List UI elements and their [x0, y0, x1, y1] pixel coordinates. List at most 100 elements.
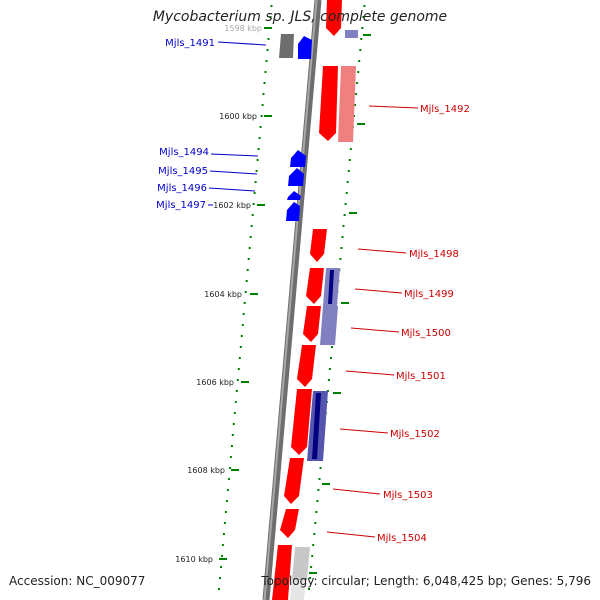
- minor-tick: [236, 379, 239, 381]
- minor-tick: [242, 313, 245, 315]
- minor-tick: [331, 346, 333, 348]
- minor-tick: [218, 588, 220, 590]
- minor-tick: [224, 511, 227, 513]
- minor-tick: [267, 38, 270, 40]
- minor-tick: [308, 588, 310, 590]
- minor-tick: [359, 49, 362, 51]
- minor-tick: [341, 236, 344, 238]
- minor-tick: [239, 346, 242, 348]
- gene-label[interactable]: Mjls_1502: [339, 428, 440, 440]
- minor-tick: [315, 511, 318, 513]
- minor-tick: [261, 104, 264, 106]
- gene-feature[interactable]: [328, 270, 334, 304]
- minor-tick: [232, 423, 235, 425]
- gene-feature[interactable]: [286, 202, 300, 221]
- minor-tick: [328, 368, 331, 370]
- minor-tick: [240, 335, 243, 337]
- gene-label[interactable]: Mjls_1497: [156, 200, 213, 211]
- gene-label-text: Mjls_1497: [156, 200, 206, 211]
- gene-feature[interactable]: [287, 191, 301, 200]
- minor-tick: [243, 302, 246, 304]
- gene-feature[interactable]: [290, 150, 306, 167]
- gene-feature[interactable]: [290, 580, 306, 600]
- minor-tick: [363, 5, 366, 7]
- gene-feature[interactable]: [310, 229, 327, 262]
- tick-label: 1610 kbp: [175, 555, 213, 564]
- minor-tick: [360, 38, 363, 40]
- minor-tick: [354, 104, 356, 106]
- minor-tick: [269, 16, 272, 18]
- gene-label[interactable]: Mjls_1501: [345, 370, 446, 382]
- minor-tick: [362, 16, 365, 18]
- gene-label-text: Mjls_1503: [383, 490, 433, 501]
- gene-label-text: Mjls_1500: [401, 328, 451, 339]
- gene-label[interactable]: Mjls_1492: [368, 104, 470, 115]
- minor-tick: [317, 489, 320, 491]
- minor-tick: [318, 478, 321, 480]
- gene-feature[interactable]: [306, 268, 324, 304]
- minor-tick: [255, 170, 258, 172]
- gene-label[interactable]: Mjls_1494: [159, 147, 259, 158]
- gene-label[interactable]: Mjls_1495: [158, 166, 258, 177]
- minor-tick: [345, 192, 348, 194]
- tick-mark: 1610 kbp: [175, 555, 317, 574]
- minor-tick: [339, 258, 342, 260]
- minor-tick: [348, 159, 351, 161]
- genome-backbone: [262, 0, 322, 600]
- gene-feature[interactable]: [312, 393, 321, 459]
- minor-tick: [241, 324, 244, 326]
- minor-tick: [233, 412, 236, 414]
- gene-feature[interactable]: [345, 30, 358, 38]
- minor-tick: [311, 555, 314, 557]
- tick-track: 1598 kbp 1600 kbp 1602 kbp 1604 kbp 1606: [175, 24, 371, 574]
- minor-tick: [356, 82, 359, 84]
- gene-label-text: Mjls_1499: [404, 289, 454, 300]
- gene-label[interactable]: Mjls_1498: [357, 248, 459, 260]
- gene-feature[interactable]: [272, 545, 292, 600]
- gene-feature[interactable]: [338, 66, 356, 142]
- gene-feature[interactable]: [319, 66, 338, 141]
- gene-feature[interactable]: [303, 306, 321, 342]
- minor-tick: [238, 357, 241, 359]
- minor-tick: [316, 500, 319, 502]
- minor-tick: [249, 236, 252, 238]
- gene-label-text: Mjls_1498: [409, 249, 459, 260]
- minor-tick: [270, 5, 273, 7]
- gene-feature[interactable]: [298, 36, 312, 59]
- tick-label: 1604 kbp: [204, 290, 242, 299]
- gene-feature[interactable]: [297, 345, 316, 387]
- gene-label[interactable]: Mjls_1504: [326, 531, 427, 544]
- minor-tick: [260, 115, 263, 117]
- minor-tick: [221, 544, 224, 546]
- gene-feature[interactable]: [279, 34, 294, 58]
- gene-feature[interactable]: [291, 389, 312, 455]
- gene-feature[interactable]: [320, 306, 338, 345]
- gene-label[interactable]: Mjls_1499: [354, 288, 454, 300]
- minor-tick: [237, 368, 240, 370]
- tick-label: 1606 kbp: [196, 378, 234, 387]
- gene-label[interactable]: Mjls_1503: [332, 488, 433, 501]
- minor-tick: [223, 522, 226, 524]
- gene-label[interactable]: Mjls_1500: [350, 327, 451, 339]
- minor-tick: [251, 214, 254, 216]
- gene-label[interactable]: Mjls_1496: [157, 183, 256, 194]
- gene-label[interactable]: Mjls_1491: [165, 38, 267, 49]
- gene-feature[interactable]: [280, 509, 299, 538]
- tick-label: 1602 kbp: [213, 201, 251, 210]
- minor-tick: [342, 225, 345, 227]
- tick-mark: 1606 kbp: [196, 378, 341, 394]
- minor-tick: [344, 203, 347, 205]
- minor-tick: [253, 192, 256, 194]
- minor-tick: [262, 93, 265, 95]
- gene-label-text: Mjls_1491: [165, 38, 215, 49]
- gene-label-track: Mjls_1491 Mjls_1492 Mjls_1494 Mjls_1495 …: [156, 38, 470, 544]
- gene-feature[interactable]: [284, 458, 304, 504]
- gene-feature[interactable]: [292, 547, 310, 580]
- gene-feature[interactable]: [288, 168, 304, 186]
- gene-label-text: Mjls_1501: [396, 371, 446, 382]
- minor-tick: [358, 60, 361, 62]
- gene-feature[interactable]: [326, 0, 342, 36]
- minor-tick: [246, 269, 249, 271]
